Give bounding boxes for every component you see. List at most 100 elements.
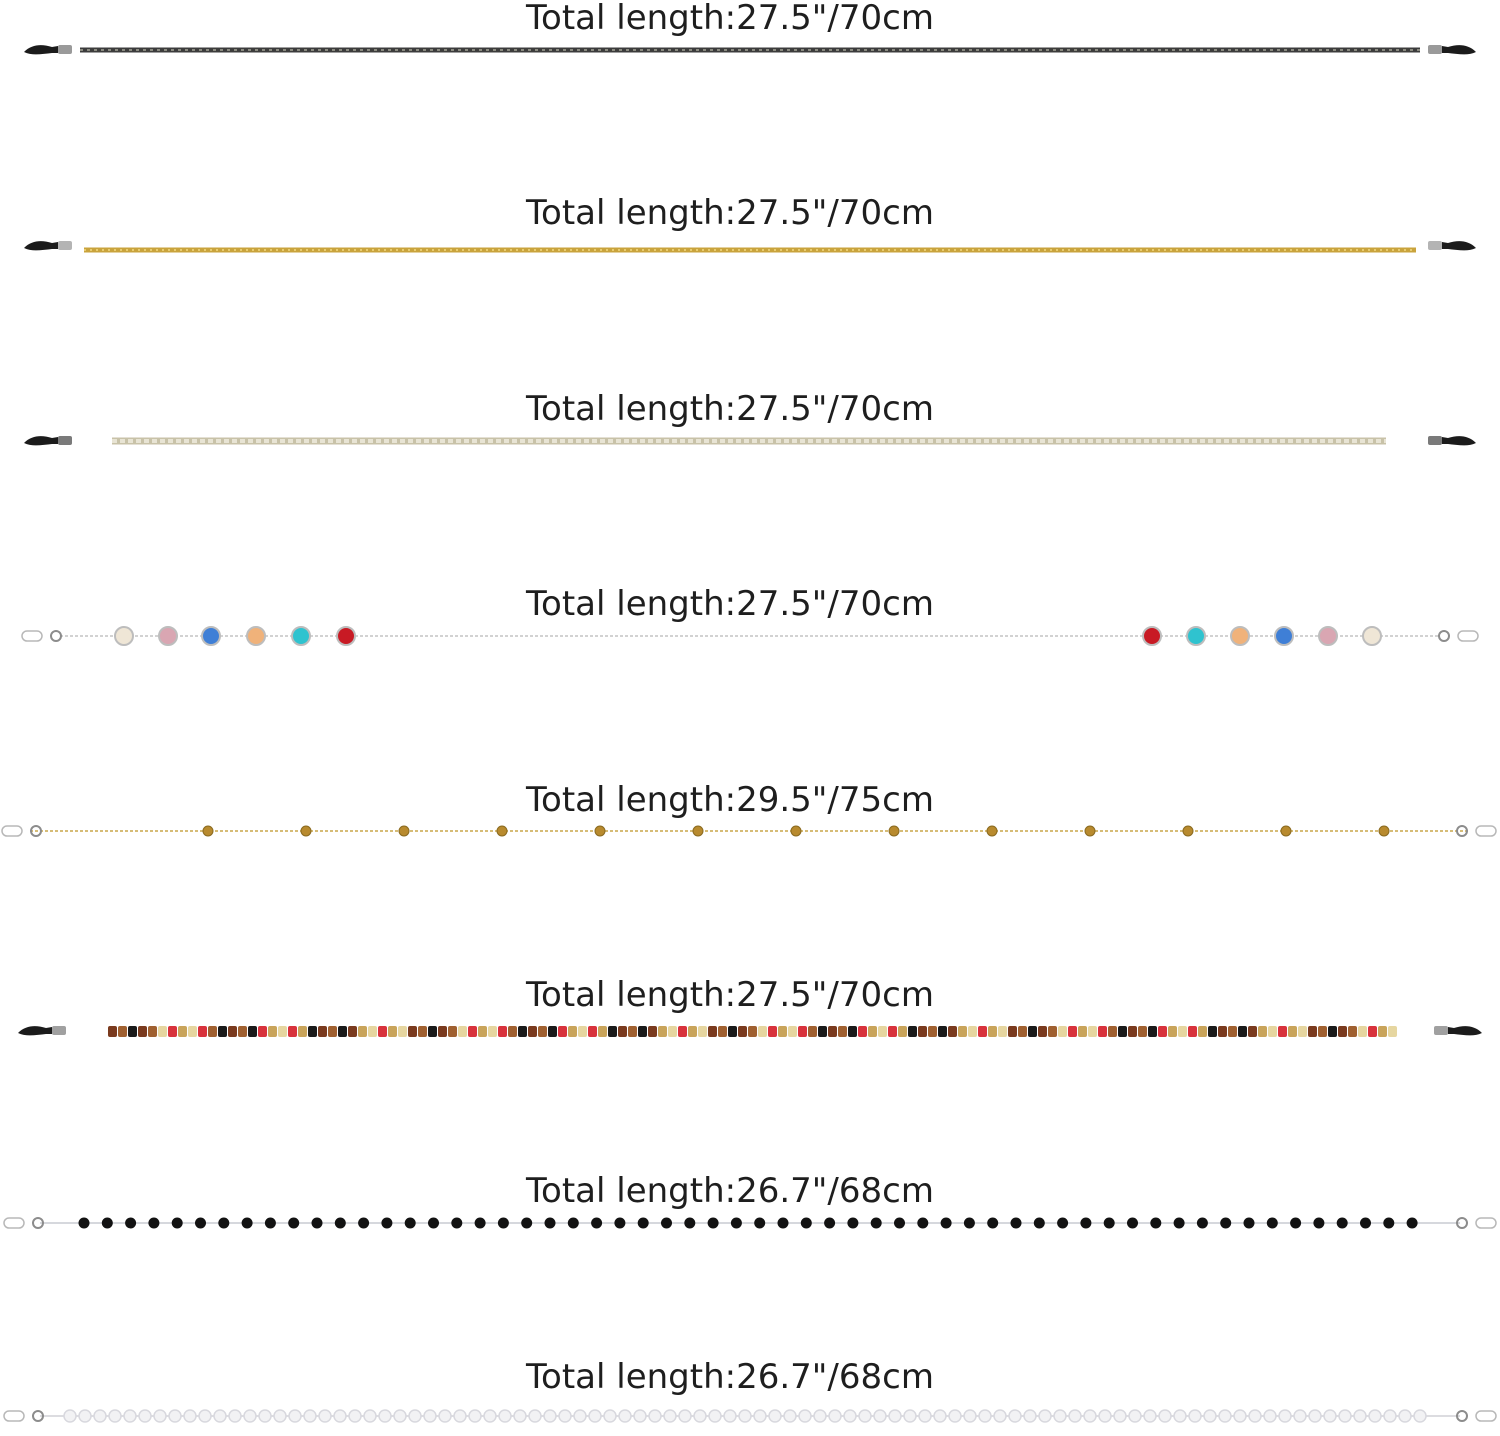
pearl-bead-icon [1278,1409,1292,1423]
clear-loop-icon [1,825,23,837]
seed-bead-icon [708,1026,717,1037]
black-bead-icon [125,1217,137,1229]
seed-bead-icon [538,1026,547,1037]
pearl-bead-icon [603,1409,617,1423]
seed-bead-icon [938,1026,947,1037]
pearl-bead-icon [1053,1409,1067,1423]
seed-bead-icon [1118,1026,1127,1037]
seed-bead-icon [528,1026,537,1037]
seed-bead-icon [518,1026,527,1037]
seed-bead-icon [918,1026,927,1037]
seed-bead-icon [368,1026,377,1037]
clear-loop-icon [3,1410,25,1422]
gold-bead-icon [398,825,410,837]
seed-bead-icon [1058,1026,1067,1037]
pearl-bead-icon [198,1409,212,1423]
pearl-bead-icon [1143,1409,1157,1423]
pearl-bead-icon [1383,1409,1397,1423]
pearl-bead-icon [783,1409,797,1423]
chain-graphic [24,45,1476,55]
pearl-bead-icon [543,1409,557,1423]
black-bead-icon [1266,1217,1278,1229]
gold-bead-icon [1280,825,1292,837]
seed-bead-icon [338,1026,347,1037]
seed-bead-icon [1368,1026,1377,1037]
seed-bead-icon [928,1026,937,1037]
pearl-bead-icon [1083,1409,1097,1423]
seed-bead-icon [198,1026,207,1037]
seed-bead-icon [328,1026,337,1037]
seed-bead-icon [1348,1026,1357,1037]
seed-bead-icon [1388,1026,1397,1037]
pearl-bead-icon [573,1409,587,1423]
clasp-icon [32,1217,44,1229]
pearl-bead-icon [423,1409,437,1423]
pearl-bead-icon [663,1409,677,1423]
pearl-bead-icon [63,1409,77,1423]
black-bead-icon [358,1217,370,1229]
clear-loop-icon [1475,825,1497,837]
seed-bead-icon [408,1026,417,1037]
clasp-icon [1456,1217,1468,1229]
pearl-bead-icon [648,1409,662,1423]
seed-bead-icon [598,1026,607,1037]
seed-bead-icon [998,1026,1007,1037]
crystal-bead-icon [1142,626,1162,646]
black-bead-icon [1243,1217,1255,1229]
pearl-bead-icon [258,1409,272,1423]
pearl-bead-icon [498,1409,512,1423]
black-bead-icon [870,1217,882,1229]
pearl-bead-icon [633,1409,647,1423]
seed-bead-icon [1338,1026,1347,1037]
seed-bead-icon [858,1026,867,1037]
black-bead-icon [730,1217,742,1229]
seed-bead-icon [1298,1026,1307,1037]
seed-bead-icon [258,1026,267,1037]
chain-length-label: Total length:27.5"/70cm [526,0,934,38]
rubber-loop-icon [24,436,58,446]
pearl-bead-icon [1233,1409,1247,1423]
seed-bead-icon [1098,1026,1107,1037]
black-bead-icon [1313,1217,1325,1229]
black-bead-icon [171,1217,183,1229]
pearl-bead-icon [213,1409,227,1423]
seed-bead-icon [788,1026,797,1037]
seed-bead-icon [178,1026,187,1037]
pearl-bead-icon [348,1409,362,1423]
pearl-bead-icon [363,1409,377,1423]
seed-bead-icon [298,1026,307,1037]
end-cap-icon [1428,436,1442,445]
black-bead-icon [1290,1217,1302,1229]
crystal-bead-icon [246,626,266,646]
black-bead-icon [1220,1217,1232,1229]
chain-length-label: Total length:27.5"/70cm [526,584,934,624]
clasp-icon [32,1410,44,1422]
seed-bead-icon [1048,1026,1057,1037]
crystal-bead-icon [1318,626,1338,646]
seed-bead-icon [458,1026,467,1037]
pearl-bead-icon [438,1409,452,1423]
seed-bead-icon [898,1026,907,1037]
black-bead-icon [1360,1217,1371,1229]
seed-bead-icon [1148,1026,1157,1037]
black-bead-icon [544,1217,556,1229]
pearl-bead-icon [183,1409,197,1423]
seed-bead-icon [498,1026,507,1037]
seed-bead-icon [748,1026,757,1037]
seed-bead-icon [878,1026,887,1037]
pearl-bead-icon [948,1409,962,1423]
clasp-icon [30,825,42,837]
black-bead-icon [311,1217,323,1229]
black-bead-icon [148,1217,160,1229]
pearl-bead-icon [378,1409,392,1423]
end-cap-icon [1434,1026,1448,1035]
seed-bead-icon [768,1026,777,1037]
black-bead-icon [1336,1217,1348,1229]
seed-bead-icon [648,1026,657,1037]
gold-bead-icon [790,825,802,837]
pearl-bead-icon [168,1409,182,1423]
black-bead-icon [567,1217,579,1229]
crystal-bead-icon [1230,626,1250,646]
chain-length-label: Total length:26.7"/68cm [526,1171,934,1211]
pearl-bead-icon [228,1409,242,1423]
